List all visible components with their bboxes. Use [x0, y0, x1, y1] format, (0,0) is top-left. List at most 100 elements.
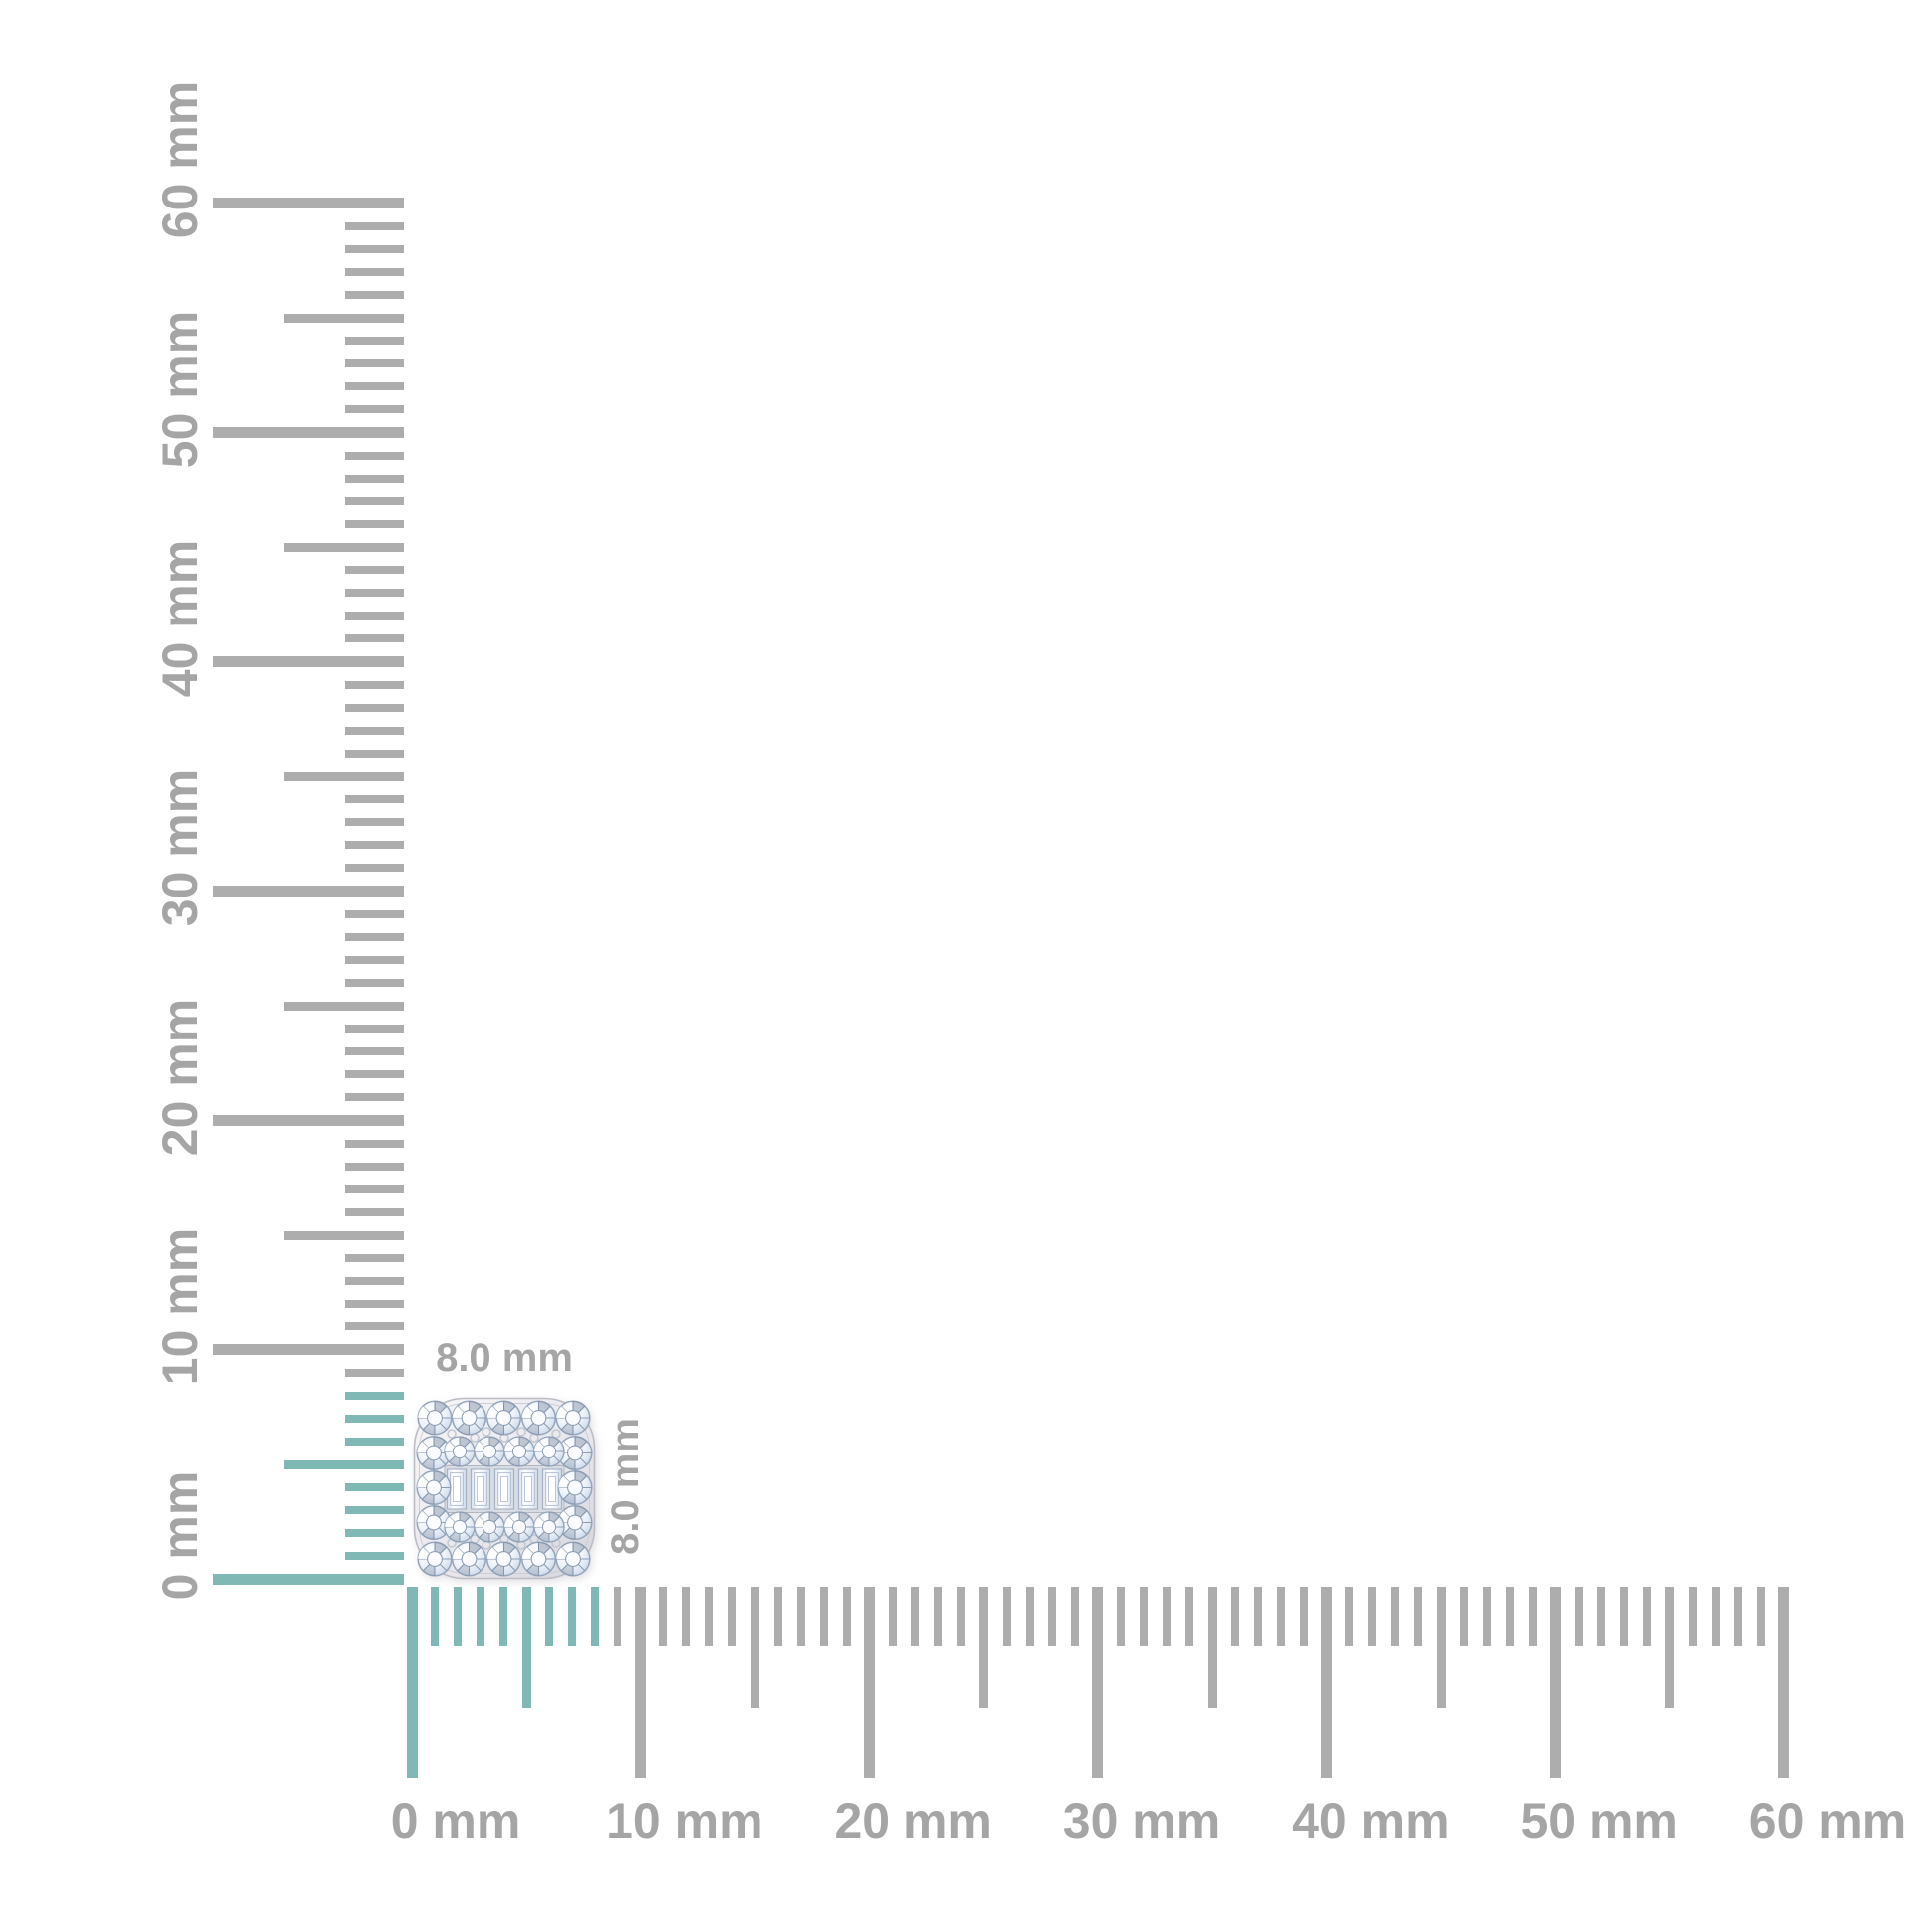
width-dimension-label: 8.0 mm	[436, 1336, 573, 1380]
horizontal-ruler-label-50mm: 50 mm	[1520, 1793, 1678, 1849]
horizontal-ruler-tick-46mm	[1459, 1587, 1468, 1646]
horizontal-ruler-tick-9mm	[614, 1587, 622, 1646]
vertical-ruler-tick-56mm	[345, 290, 404, 299]
vertical-ruler-label-50mm: 50 mm	[152, 310, 207, 468]
vertical-ruler-tick-44mm	[345, 566, 404, 575]
horizontal-ruler-tick-58mm	[1733, 1587, 1742, 1646]
vertical-ruler-tick-15mm	[284, 1230, 404, 1240]
horizontal-ruler-label-40mm: 40 mm	[1292, 1793, 1449, 1849]
vertical-ruler-label-30mm: 30 mm	[152, 768, 207, 926]
vertical-ruler-tick-18mm	[345, 1162, 404, 1171]
horizontal-ruler-tick-32mm	[1140, 1587, 1149, 1646]
vertical-ruler-tick-10mm	[213, 1344, 404, 1355]
horizontal-ruler-tick-37mm	[1254, 1587, 1263, 1646]
vertical-ruler-tick-14mm	[345, 1254, 404, 1263]
horizontal-ruler-tick-33mm	[1163, 1587, 1172, 1646]
horizontal-ruler-tick-51mm	[1574, 1587, 1583, 1646]
vertical-ruler-label-10mm: 10 mm	[152, 1227, 207, 1385]
horizontal-ruler-tick-26mm	[1002, 1587, 1011, 1646]
vertical-ruler-tick-34mm	[345, 795, 404, 804]
vertical-ruler-tick-30mm	[213, 886, 404, 897]
horizontal-ruler-label-20mm: 20 mm	[834, 1793, 992, 1849]
horizontal-ruler-tick-14mm	[728, 1587, 737, 1646]
vertical-ruler-tick-50mm	[213, 427, 404, 438]
horizontal-ruler-tick-36mm	[1231, 1587, 1240, 1646]
horizontal-ruler-tick-28mm	[1047, 1587, 1056, 1646]
horizontal-ruler-tick-24mm	[956, 1587, 965, 1646]
horizontal-ruler-tick-60mm	[1778, 1587, 1790, 1778]
horizontal-ruler-tick-23mm	[933, 1587, 942, 1646]
horizontal-ruler-label-10mm: 10 mm	[606, 1793, 763, 1849]
horizontal-ruler-tick-40mm	[1320, 1587, 1332, 1778]
vertical-ruler-tick-12mm	[345, 1300, 404, 1309]
height-dimension-label: 8.0 mm	[604, 1418, 647, 1555]
vertical-ruler-tick-7mm	[345, 1414, 404, 1423]
horizontal-ruler-tick-29mm	[1070, 1587, 1079, 1646]
horizontal-ruler-tick-45mm	[1436, 1587, 1446, 1708]
horizontal-ruler-tick-57mm	[1711, 1587, 1720, 1646]
horizontal-ruler-tick-54mm	[1642, 1587, 1651, 1646]
horizontal-ruler-tick-17mm	[796, 1587, 805, 1646]
vertical-ruler-tick-5mm	[284, 1459, 404, 1469]
horizontal-ruler-tick-47mm	[1482, 1587, 1491, 1646]
horizontal-ruler-tick-56mm	[1688, 1587, 1697, 1646]
vertical-ruler-tick-41mm	[345, 634, 404, 643]
vertical-ruler-tick-45mm	[284, 542, 404, 552]
vertical-ruler-tick-25mm	[284, 1001, 404, 1011]
vertical-ruler-tick-27mm	[345, 955, 404, 964]
vertical-ruler-tick-19mm	[345, 1139, 404, 1148]
vertical-ruler-tick-39mm	[345, 680, 404, 689]
horizontal-ruler-tick-13mm	[705, 1587, 714, 1646]
vertical-ruler-tick-22mm	[345, 1070, 404, 1079]
horizontal-ruler-tick-8mm	[591, 1587, 600, 1646]
horizontal-ruler-tick-52mm	[1596, 1587, 1605, 1646]
horizontal-ruler-tick-31mm	[1117, 1587, 1126, 1646]
horizontal-ruler-tick-49mm	[1528, 1587, 1537, 1646]
vertical-ruler-tick-1mm	[345, 1552, 404, 1561]
vertical-ruler-tick-26mm	[345, 978, 404, 987]
horizontal-ruler-tick-7mm	[568, 1587, 577, 1646]
vertical-ruler-tick-33mm	[345, 818, 404, 827]
horizontal-ruler-tick-0mm	[406, 1587, 418, 1778]
vertical-ruler-label-40mm: 40 mm	[152, 539, 207, 697]
horizontal-ruler-tick-15mm	[750, 1587, 759, 1708]
vertical-ruler-tick-49mm	[345, 451, 404, 460]
horizontal-ruler-tick-59mm	[1756, 1587, 1765, 1646]
vertical-ruler-tick-28mm	[345, 932, 404, 941]
stud-earring-graphic	[413, 1397, 596, 1580]
baguette-channel	[444, 1465, 565, 1513]
horizontal-ruler-tick-34mm	[1185, 1587, 1194, 1646]
vertical-ruler-tick-60mm	[213, 198, 404, 208]
vertical-ruler-tick-20mm	[213, 1115, 404, 1126]
horizontal-ruler-tick-2mm	[454, 1587, 463, 1646]
horizontal-ruler-tick-12mm	[682, 1587, 691, 1646]
vertical-ruler-tick-35mm	[284, 771, 404, 781]
horizontal-ruler-tick-43mm	[1391, 1587, 1400, 1646]
horizontal-ruler-tick-16mm	[773, 1587, 782, 1646]
horizontal-ruler-label-60mm: 60 mm	[1748, 1793, 1907, 1849]
horizontal-ruler-tick-19mm	[842, 1587, 851, 1646]
horizontal-ruler-tick-53mm	[1619, 1587, 1628, 1646]
vertical-ruler-tick-9mm	[345, 1368, 404, 1377]
vertical-ruler-tick-46mm	[345, 519, 404, 528]
vertical-ruler-tick-37mm	[345, 726, 404, 735]
vertical-ruler-label-0mm: 0 mm	[152, 1470, 207, 1600]
vertical-ruler-tick-6mm	[345, 1437, 404, 1446]
horizontal-ruler-tick-20mm	[864, 1587, 876, 1778]
horizontal-ruler-tick-18mm	[819, 1587, 828, 1646]
horizontal-ruler-tick-6mm	[545, 1587, 554, 1646]
vertical-ruler-tick-57mm	[345, 267, 404, 276]
horizontal-ruler-tick-39mm	[1300, 1587, 1309, 1646]
diamond-cluster-stud-image	[412, 1396, 597, 1581]
vertical-ruler-tick-54mm	[345, 337, 404, 345]
vertical-ruler-tick-0mm	[213, 1574, 404, 1585]
horizontal-ruler-tick-27mm	[1025, 1587, 1034, 1646]
horizontal-ruler-tick-22mm	[910, 1587, 919, 1646]
horizontal-ruler-tick-30mm	[1092, 1587, 1104, 1778]
horizontal-ruler-label-30mm: 30 mm	[1062, 1793, 1221, 1849]
horizontal-ruler-tick-44mm	[1414, 1587, 1423, 1646]
vertical-ruler-tick-48mm	[345, 474, 404, 483]
horizontal-ruler-tick-4mm	[499, 1587, 508, 1646]
horizontal-ruler-tick-10mm	[634, 1587, 646, 1778]
